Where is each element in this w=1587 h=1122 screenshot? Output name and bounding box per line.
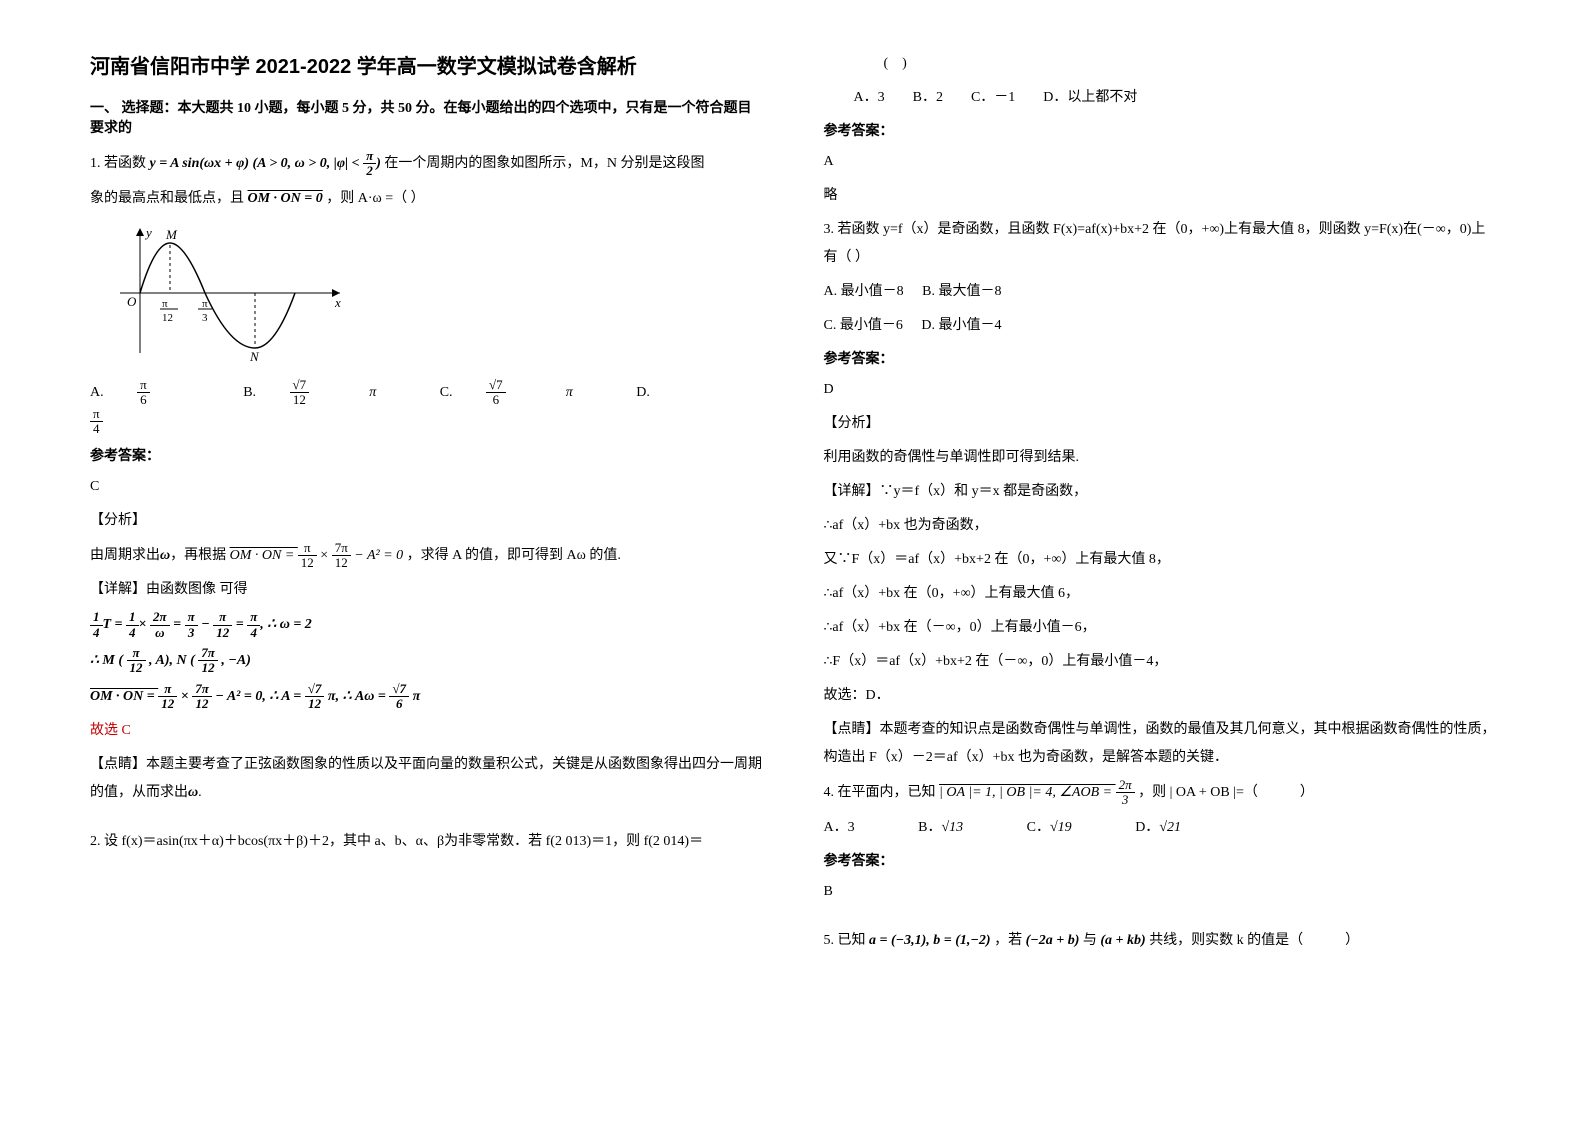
right-column: ( ) A．3 B．2 C．－1 D．以上都不对 参考答案： A 略 3. 若函… — [824, 50, 1498, 961]
q2-options-paren: ( ) — [824, 50, 1498, 78]
q3-opts-cd: C. 最小值－6 D. 最小值－4 — [824, 312, 1498, 340]
q1-comment: 【点睛】本题主要考查了正弦函数图象的性质以及平面向量的数量积公式，关键是从函数图… — [90, 751, 764, 807]
graph-x-label: x — [334, 295, 341, 310]
q3-ref-ans-label: 参考答案： — [824, 348, 1498, 368]
q1-stem4: ，则 A·ω =（ ） — [326, 191, 424, 206]
q1-detail-label: 【详解】由函数图像 可得 — [90, 576, 764, 604]
q3-detail1: ∴af（x）+bx 也为奇函数， — [824, 512, 1498, 540]
page-title: 河南省信阳市中学 2021-2022 学年高一数学文模拟试卷含解析 — [90, 50, 764, 79]
q2-answer: A — [824, 148, 1498, 176]
graph-tick2-d: 3 — [202, 312, 208, 324]
q1-analysis-label: 【分析】 — [90, 507, 764, 535]
q3-detail5: ∴F（x）＝af（x）+bx+2 在（－∞，0）上有最小值－4， — [824, 648, 1498, 676]
section-heading: 一、 选择题：本大题共 10 小题，每小题 5 分，共 50 分。在每小题给出的… — [90, 97, 764, 137]
q1-stem3: 象的最高点和最低点，且 — [90, 191, 244, 206]
q1-frac-pi2: π2 — [363, 149, 376, 179]
q1-stem2: 在一个周期内的图象如图所示，M，N 分别是这段图 — [384, 156, 704, 171]
graph-y-label: y — [144, 225, 152, 240]
graph-tick2-n: π — [202, 298, 208, 310]
q1-detail3: OM · ON = π12 × 7π12 − A² = 0, ∴ A = √71… — [90, 682, 764, 712]
q1-opt-a: A. π6 — [90, 385, 213, 400]
q3-conclusion: 故选：D． — [824, 682, 1498, 710]
q1-analysis1: 由周期求出ω，再根据 OM · ON = π12 × 7π12 − A² = 0… — [90, 541, 764, 571]
q1-stem1: 1. 若函数 — [90, 156, 146, 171]
q2-stem: 2. 设 f(x)＝asin(πx＋α)＋bcos(πx＋β)＋2，其中 a、b… — [90, 828, 764, 856]
q1-detail1: 14T = 14× 2πω = π3 − π12 = π4, ∴ ω = 2 — [90, 610, 764, 640]
left-column: 河南省信阳市中学 2021-2022 学年高一数学文模拟试卷含解析 一、 选择题… — [90, 50, 764, 961]
q1-ref-ans-label: 参考答案： — [90, 445, 764, 465]
q4-stem: 4. 在平面内，已知 | OA |= 1, | OB |= 4, ∠AOB = … — [824, 778, 1498, 808]
q1-options: A. π6 B. √712π C. √76π D. π4 — [90, 378, 764, 437]
q1-conclusion: 故选 C — [90, 717, 764, 745]
graph-tick1-n: π — [162, 298, 168, 310]
q4-options: A．3 B．√13 C．√19 D．√21 — [824, 814, 1498, 842]
q3-stem: 3. 若函数 y=f（x）是奇函数，且函数 F(x)=af(x)+bx+2 在（… — [824, 216, 1498, 272]
q3-detail-label: 【详解】∵y＝f（x）和 y＝x 都是奇函数， — [824, 478, 1498, 506]
q1-omon: OM · ON = 0 — [248, 191, 323, 206]
q1-stem-line2: 象的最高点和最低点，且 OM · ON = 0 ，则 A·ω =（ ） — [90, 185, 764, 213]
graph-M: M — [165, 227, 178, 242]
q3-analysis-label: 【分析】 — [824, 410, 1498, 438]
q3-detail3: ∴af（x）+bx 在（0，+∞）上有最大值 6， — [824, 580, 1498, 608]
q2-options: A．3 B．2 C．－1 D．以上都不对 — [824, 84, 1498, 112]
q3-comment: 【点睛】本题考查的知识点是函数奇偶性与单调性，函数的最值及其几何意义，其中根据函… — [824, 716, 1498, 772]
q1-opt-c: C. √76π — [440, 385, 607, 400]
q3-opts-ab: A. 最小值－8 B. 最大值－8 — [824, 278, 1498, 306]
q4-ref-ans-label: 参考答案： — [824, 850, 1498, 870]
q1-stem-line1: 1. 若函数 y = A sin(ωx + φ) (A > 0, ω > 0, … — [90, 149, 764, 179]
graph-N: N — [249, 349, 260, 363]
q1-detail2: ∴ M ( π12 , A), N ( 7π12 , −A) — [90, 646, 764, 676]
graph-tick1-d: 12 — [162, 312, 173, 324]
q1-opt-b: B. √712π — [243, 385, 410, 400]
q3-analysis1: 利用函数的奇偶性与单调性即可得到结果. — [824, 444, 1498, 472]
q1-formula: y = A sin(ωx + φ) (A > 0, ω > 0, |φ| < — [150, 156, 364, 171]
q3-detail2: 又∵F（x）＝af（x）+bx+2 在（0，+∞）上有最大值 8， — [824, 546, 1498, 574]
q1-answer: C — [90, 473, 764, 501]
q2-brief: 略 — [824, 182, 1498, 210]
q4-answer: B — [824, 878, 1498, 906]
q3-detail4: ∴af（x）+bx 在（－∞，0）上有最小值－6， — [824, 614, 1498, 642]
q2-ref-ans-label: 参考答案： — [824, 120, 1498, 140]
q5-stem: 5. 已知 a = (−3,1), b = (1,−2) ，若 (−2a + b… — [824, 927, 1498, 955]
graph-O: O — [127, 294, 137, 309]
q3-answer: D — [824, 376, 1498, 404]
sine-graph: y x O M N π 12 π 3 — [110, 223, 764, 368]
